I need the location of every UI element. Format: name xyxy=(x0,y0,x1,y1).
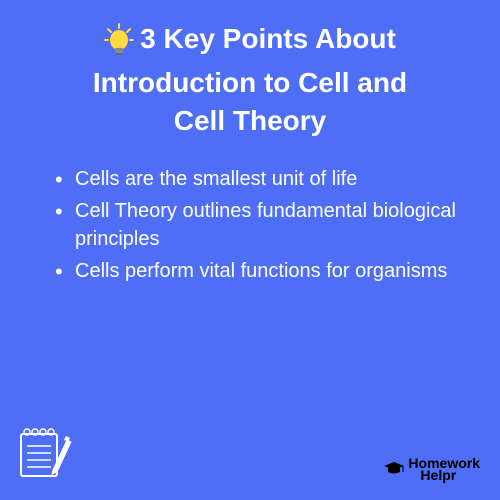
list-item: Cells are the smallest unit of life xyxy=(55,165,470,193)
logo: Homework Helpr xyxy=(383,458,480,482)
title-line-1: 3 Key Points About xyxy=(140,23,396,54)
logo-line-2: Helpr xyxy=(408,470,480,482)
list-item: Cells perform vital functions for organi… xyxy=(55,257,470,285)
title-block: 3 Key Points About Introduction to Cell … xyxy=(30,20,470,140)
notepad-icon xyxy=(15,422,73,485)
points-list: Cells are the smallest unit of life Cell… xyxy=(30,165,470,285)
graduation-cap-icon xyxy=(383,461,405,480)
logo-text: Homework Helpr xyxy=(408,458,480,482)
title-line-3: Cell Theory xyxy=(174,105,326,136)
title-line-2: Introduction to Cell and xyxy=(93,67,407,98)
lightbulb-icon xyxy=(104,23,134,64)
list-item: Cell Theory outlines fundamental biologi… xyxy=(55,197,470,253)
infographic-container: 3 Key Points About Introduction to Cell … xyxy=(0,0,500,309)
